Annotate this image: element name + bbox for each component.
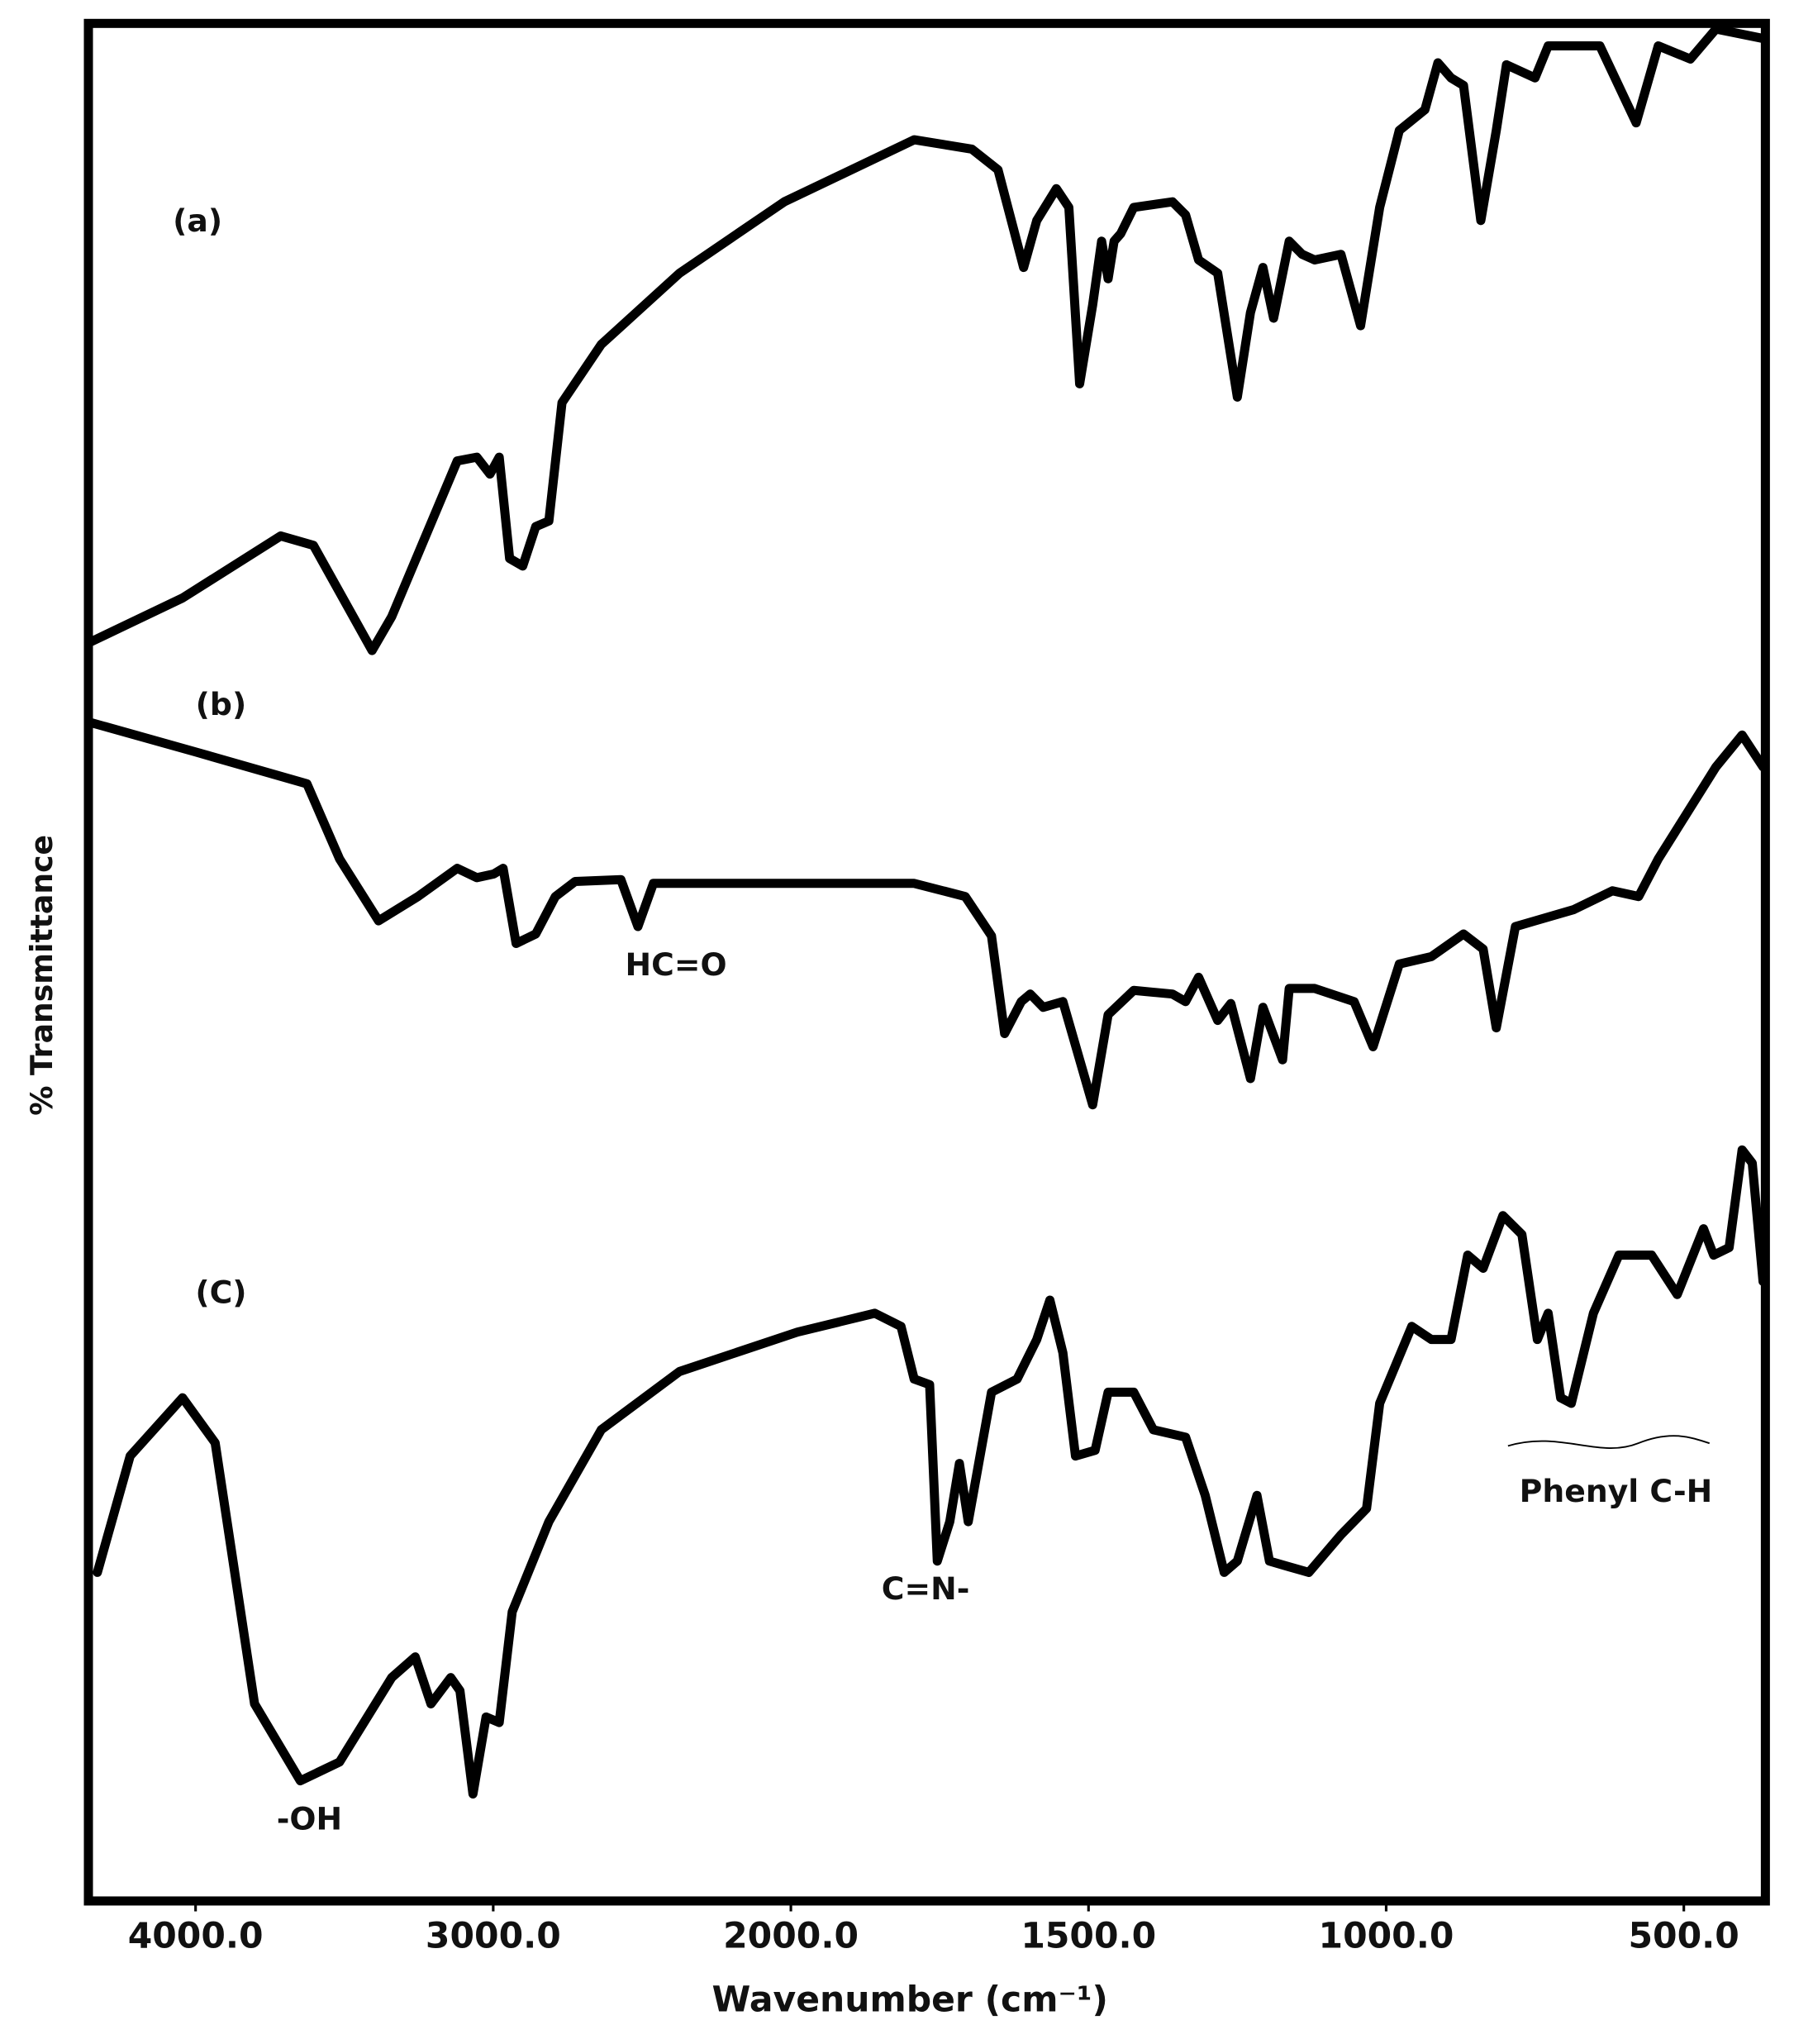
spectrum-line xyxy=(93,1145,1768,1799)
annotation: (b) xyxy=(196,686,247,722)
y-axis-label: % Transmittance xyxy=(24,835,59,1116)
annotation: HC=O xyxy=(626,946,727,983)
x-tick-label: 4000.0 xyxy=(128,1917,264,1957)
spectrum-line xyxy=(83,24,1768,655)
x-tick-label: 3000.0 xyxy=(426,1917,561,1957)
x-tick-label: 1000.0 xyxy=(1319,1917,1454,1957)
plot-frame xyxy=(83,18,1770,1906)
x-tick-label: 2000.0 xyxy=(723,1917,859,1957)
x-tick-label: 500.0 xyxy=(1629,1917,1739,1957)
bracket-curve xyxy=(1507,1435,1711,1449)
annotation: Phenyl C-H xyxy=(1520,1473,1713,1509)
x-axis-label: Wavenumber (cm⁻¹) xyxy=(712,1980,1108,2021)
annotation: -OH xyxy=(277,1800,342,1837)
annotation: (a) xyxy=(173,202,222,239)
x-tick-label: 1500.0 xyxy=(1021,1917,1156,1957)
annotation: C=N- xyxy=(882,1570,970,1607)
spectrum-line xyxy=(83,717,1768,1110)
annotation: (C) xyxy=(195,1274,246,1310)
